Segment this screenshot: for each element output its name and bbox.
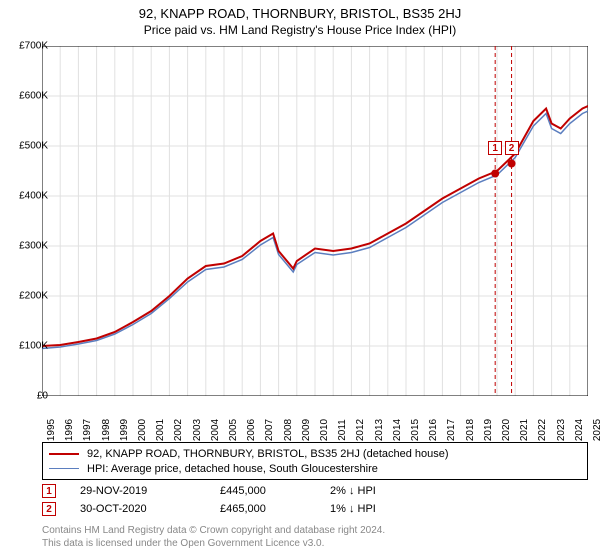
y-tick-label: £700K bbox=[19, 41, 48, 52]
x-tick-label: 2020 bbox=[501, 419, 512, 441]
legend-swatch-hpi bbox=[49, 468, 79, 469]
chart-subtitle: Price paid vs. HM Land Registry's House … bbox=[0, 23, 600, 37]
x-tick-label: 2016 bbox=[428, 419, 439, 441]
legend-label-hpi: HPI: Average price, detached house, Sout… bbox=[87, 463, 378, 475]
figure-container: 92, KNAPP ROAD, THORNBURY, BRISTOL, BS35… bbox=[0, 0, 600, 560]
x-tick-label: 1995 bbox=[46, 419, 57, 441]
x-tick-label: 1996 bbox=[64, 419, 75, 441]
x-tick-label: 2015 bbox=[410, 419, 421, 441]
marker-num-1: 1 bbox=[42, 484, 56, 498]
y-tick-label: £200K bbox=[19, 291, 48, 302]
marker-row-1: 1 29-NOV-2019 £445,000 2% ↓ HPI bbox=[42, 482, 588, 500]
x-tick-label: 2012 bbox=[355, 419, 366, 441]
x-tick-label: 2010 bbox=[319, 419, 330, 441]
x-tick-label: 2023 bbox=[556, 419, 567, 441]
x-tick-label: 2019 bbox=[483, 419, 494, 441]
x-tick-label: 1998 bbox=[101, 419, 112, 441]
title-block: 92, KNAPP ROAD, THORNBURY, BRISTOL, BS35… bbox=[0, 0, 600, 37]
chart-marker-2: 2 bbox=[505, 141, 519, 155]
footnote: Contains HM Land Registry data © Crown c… bbox=[42, 524, 385, 550]
chart-marker-1: 1 bbox=[488, 141, 502, 155]
x-tick-label: 2006 bbox=[246, 419, 257, 441]
x-tick-label: 2007 bbox=[264, 419, 275, 441]
x-tick-label: 2004 bbox=[210, 419, 221, 441]
marker-delta-2: 1% ↓ HPI bbox=[330, 503, 450, 515]
legend-label-property: 92, KNAPP ROAD, THORNBURY, BRISTOL, BS35… bbox=[87, 448, 449, 460]
x-tick-label: 2008 bbox=[283, 419, 294, 441]
x-tick-label: 2022 bbox=[537, 419, 548, 441]
x-tick-label: 2013 bbox=[374, 419, 385, 441]
x-tick-label: 2002 bbox=[173, 419, 184, 441]
x-tick-label: 2001 bbox=[155, 419, 166, 441]
marker-price-2: £465,000 bbox=[220, 503, 330, 515]
footnote-line1: Contains HM Land Registry data © Crown c… bbox=[42, 525, 385, 536]
x-tick-label: 2000 bbox=[137, 419, 148, 441]
marker-date-2: 30-OCT-2020 bbox=[80, 503, 220, 515]
chart-title: 92, KNAPP ROAD, THORNBURY, BRISTOL, BS35… bbox=[0, 6, 600, 21]
y-tick-label: £0 bbox=[37, 391, 48, 402]
x-tick-label: 2003 bbox=[192, 419, 203, 441]
x-tick-label: 2011 bbox=[337, 419, 348, 441]
price-chart bbox=[42, 46, 588, 396]
x-tick-label: 1999 bbox=[119, 419, 130, 441]
x-tick-label: 1997 bbox=[82, 419, 93, 441]
legend-row-hpi: HPI: Average price, detached house, Sout… bbox=[49, 461, 581, 476]
x-tick-label: 2025 bbox=[592, 419, 600, 441]
legend-swatch-property bbox=[49, 453, 79, 455]
marker-row-2: 2 30-OCT-2020 £465,000 1% ↓ HPI bbox=[42, 500, 588, 518]
footnote-line2: This data is licensed under the Open Gov… bbox=[42, 538, 324, 549]
marker-table: 1 29-NOV-2019 £445,000 2% ↓ HPI 2 30-OCT… bbox=[42, 482, 588, 518]
x-tick-label: 2018 bbox=[465, 419, 476, 441]
x-tick-label: 2024 bbox=[574, 419, 585, 441]
x-tick-label: 2009 bbox=[301, 419, 312, 441]
y-tick-label: £400K bbox=[19, 191, 48, 202]
marker-num-2: 2 bbox=[42, 502, 56, 516]
y-tick-label: £300K bbox=[19, 241, 48, 252]
marker-delta-1: 2% ↓ HPI bbox=[330, 485, 450, 497]
x-tick-label: 2017 bbox=[446, 419, 457, 441]
marker-date-1: 29-NOV-2019 bbox=[80, 485, 220, 497]
legend-box: 92, KNAPP ROAD, THORNBURY, BRISTOL, BS35… bbox=[42, 442, 588, 480]
x-tick-label: 2005 bbox=[228, 419, 239, 441]
y-tick-label: £500K bbox=[19, 141, 48, 152]
y-tick-label: £600K bbox=[19, 91, 48, 102]
x-tick-label: 2014 bbox=[392, 419, 403, 441]
marker-price-1: £445,000 bbox=[220, 485, 330, 497]
x-tick-label: 2021 bbox=[519, 419, 530, 441]
y-tick-label: £100K bbox=[19, 341, 48, 352]
legend-row-property: 92, KNAPP ROAD, THORNBURY, BRISTOL, BS35… bbox=[49, 446, 581, 461]
